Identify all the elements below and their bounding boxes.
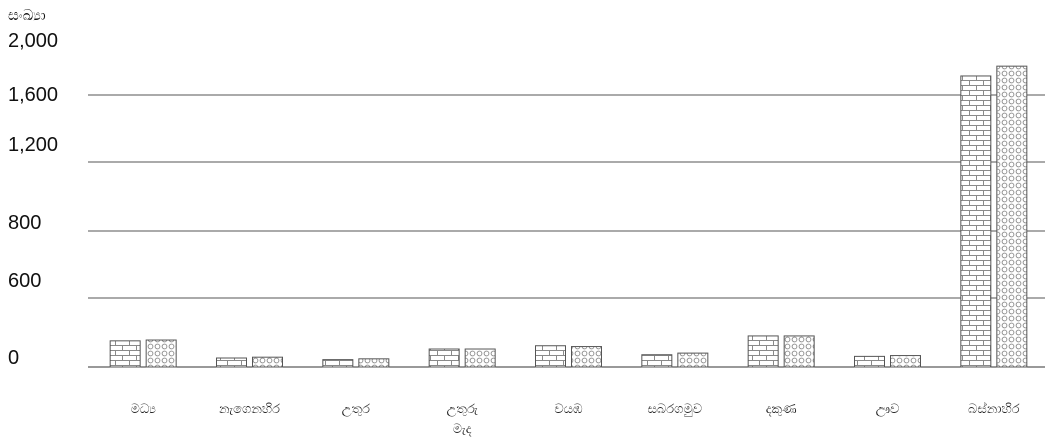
x-tick-label: උතුර xyxy=(342,402,370,417)
gridlines xyxy=(88,94,1045,368)
y-tick-label: 800 xyxy=(8,212,41,234)
y-tick-label: 600 xyxy=(8,270,41,292)
bar-brick xyxy=(216,357,247,368)
x-tick-label: සබරගමුව xyxy=(648,402,702,417)
bar-circles xyxy=(358,358,390,368)
bar-brick xyxy=(960,75,992,368)
x-tick-label: දකුණ xyxy=(766,402,797,417)
bars xyxy=(109,65,1028,368)
y-tick-label: 0 xyxy=(8,347,19,369)
x-tick-label: ඌව xyxy=(876,402,900,417)
x-tick-label: උතුරු මැද xyxy=(446,402,477,437)
bar-circles xyxy=(571,346,602,368)
x-tick-label: බස්නාහිර xyxy=(968,401,1020,417)
x-tick-label: මධ්‍ය xyxy=(130,402,155,417)
bar-brick xyxy=(535,345,566,368)
bar-circles xyxy=(252,356,283,368)
bar-circles xyxy=(890,355,921,368)
bar-brick xyxy=(109,340,141,368)
bar-brick xyxy=(854,355,885,368)
x-tick-label: වයඹ xyxy=(554,402,583,417)
bar-circles xyxy=(464,348,496,368)
y-tick-label: 1,200 xyxy=(8,134,58,156)
bar-brick xyxy=(428,348,460,368)
bar-circles xyxy=(145,339,177,368)
y-tick-label: 1,600 xyxy=(8,84,58,106)
y-tick-label: 2,000 xyxy=(8,30,58,52)
bar-brick xyxy=(747,335,779,368)
bar-brick xyxy=(641,354,673,368)
bar-circles xyxy=(677,352,709,368)
bar-circles xyxy=(783,335,815,368)
y-axis-ticks: 2,000 1,600 1,200 800 600 0 xyxy=(8,30,58,369)
bar-circles xyxy=(996,65,1028,368)
x-axis-ticks: මධ්‍ය නැගෙනහිර උතුර උතුරු මැද වයඹ සබරගමුව දකුණ ඌ… xyxy=(130,401,1019,437)
x-tick-label: නැගෙනහිර xyxy=(219,402,280,417)
y-axis-label: සංඛ්‍යා xyxy=(8,6,46,24)
bar-brick xyxy=(322,359,354,368)
